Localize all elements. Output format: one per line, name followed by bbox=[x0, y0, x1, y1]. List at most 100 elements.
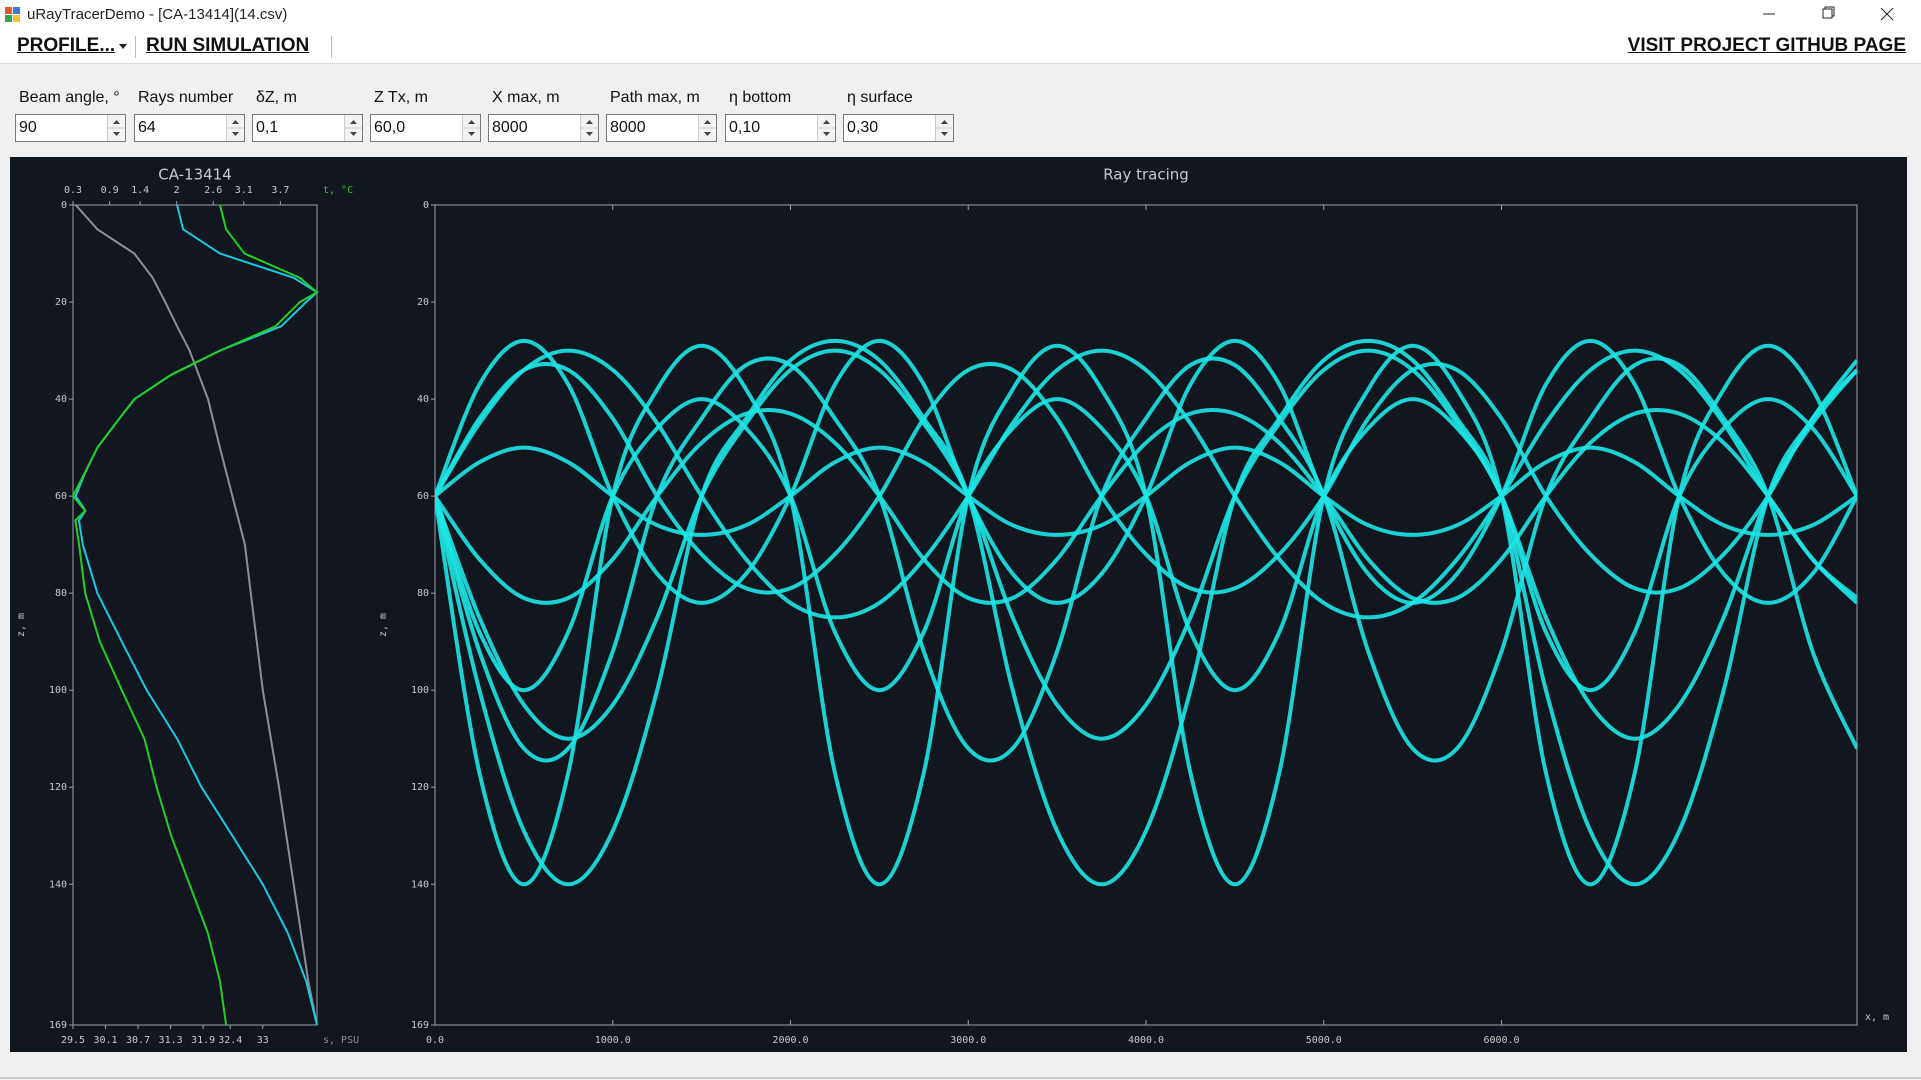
rays-group bbox=[435, 338, 1857, 887]
y-tick-label: 40 bbox=[417, 394, 429, 405]
param-input[interactable]: 8000 bbox=[488, 114, 599, 142]
y-tick-label: 80 bbox=[55, 588, 67, 599]
spin-buttons[interactable] bbox=[817, 115, 835, 141]
x-tick-label: 6000.0 bbox=[1483, 1035, 1519, 1046]
param-input[interactable]: 0,10 bbox=[725, 114, 836, 142]
x2-tick-label: 0.3 bbox=[64, 185, 82, 196]
param-value[interactable]: 90 bbox=[19, 119, 37, 136]
window-controls bbox=[1763, 6, 1894, 21]
x-tick-label: 29.5 bbox=[61, 1035, 85, 1046]
chart-title: Ray tracing bbox=[1103, 166, 1189, 184]
x-tick-label: 30.1 bbox=[93, 1035, 117, 1046]
separator bbox=[331, 36, 332, 58]
x2-axis-label: t, °C bbox=[323, 185, 353, 196]
parameters-panel: Beam angle, ° 90 Rays number 64 δZ, m 0,1 Z Tx… bbox=[0, 64, 1921, 156]
x-tick-label: 31.3 bbox=[159, 1035, 183, 1046]
github-link[interactable]: VISIT PROJECT GITHUB PAGE bbox=[1627, 35, 1906, 56]
plot-frame bbox=[72, 204, 318, 1026]
param-value[interactable]: 8000 bbox=[610, 119, 646, 136]
ray bbox=[435, 343, 1857, 887]
y-axis-label: z, m bbox=[378, 613, 389, 637]
ray bbox=[435, 445, 1857, 537]
param-input[interactable]: 0,30 bbox=[843, 114, 954, 142]
param-input[interactable]: 90 bbox=[15, 114, 126, 142]
x2-tick-label: 2.6 bbox=[204, 185, 222, 196]
param-label: Path max, m bbox=[610, 89, 700, 106]
x-tick-label: 1000.0 bbox=[595, 1035, 631, 1046]
param-value[interactable]: 8000 bbox=[492, 119, 528, 136]
run-simulation-button[interactable]: RUN SIMULATION bbox=[146, 35, 310, 56]
x2-tick-label: 0.9 bbox=[101, 185, 119, 196]
param-value[interactable]: 0,30 bbox=[847, 119, 879, 136]
param-label: Beam angle, ° bbox=[19, 89, 120, 106]
ray bbox=[435, 348, 1857, 741]
param-label: η surface bbox=[847, 89, 913, 106]
chart-title: CA-13414 bbox=[158, 166, 232, 184]
y-tick-label: 80 bbox=[417, 588, 429, 599]
separator bbox=[135, 36, 136, 58]
x-tick-label: 0.0 bbox=[426, 1035, 444, 1046]
param-input[interactable]: 60,0 bbox=[370, 114, 481, 142]
profile-menu[interactable]: PROFILE... bbox=[17, 35, 116, 56]
spin-buttons[interactable] bbox=[107, 115, 125, 141]
y-tick-label: 100 bbox=[49, 685, 67, 696]
param-value[interactable]: 60,0 bbox=[374, 119, 406, 136]
y-tick-label: 60 bbox=[417, 491, 429, 502]
x2-tick-label: 3.1 bbox=[235, 185, 253, 196]
param-input[interactable]: 0,1 bbox=[252, 114, 363, 142]
param-label: X max, m bbox=[492, 89, 560, 106]
app-icon bbox=[5, 7, 20, 22]
dropdown-arrow[interactable] bbox=[119, 44, 129, 52]
x-tick-label: 30.7 bbox=[126, 1035, 150, 1046]
title-bar: uRayTracerDemo - [CA-13414](14.csv) bbox=[0, 0, 1921, 30]
y-axis-label: z, m bbox=[16, 613, 27, 637]
ray bbox=[435, 408, 1857, 605]
plot-frame bbox=[434, 204, 1858, 1026]
x-tick-label: 4000.0 bbox=[1128, 1035, 1164, 1046]
spin-buttons[interactable] bbox=[698, 115, 716, 141]
y-tick-label: 169 bbox=[411, 1020, 429, 1031]
x-axis-label: s, PSU bbox=[323, 1035, 359, 1046]
param-input[interactable]: 8000 bbox=[606, 114, 717, 142]
spin-buttons[interactable] bbox=[580, 115, 598, 141]
param-input[interactable]: 64 bbox=[134, 114, 245, 142]
menu-bar: PROFILE... RUN SIMULATION VISIT PROJECT … bbox=[0, 30, 1921, 64]
y-tick-label: 20 bbox=[417, 297, 429, 308]
x2-tick-label: 2 bbox=[174, 185, 180, 196]
profile-line bbox=[74, 204, 318, 1026]
x-axis-label: x, m bbox=[1865, 1012, 1889, 1023]
y-tick-label: 0 bbox=[61, 200, 67, 211]
spin-buttons[interactable] bbox=[226, 115, 244, 141]
ray bbox=[435, 397, 1857, 693]
y-tick-label: 100 bbox=[411, 685, 429, 696]
y-tick-label: 60 bbox=[55, 491, 67, 502]
param-value[interactable]: 0,10 bbox=[729, 119, 761, 136]
x-tick-label: 3000.0 bbox=[950, 1035, 986, 1046]
spin-buttons[interactable] bbox=[344, 115, 362, 141]
param-label: δZ, m bbox=[256, 89, 297, 106]
y-tick-label: 120 bbox=[411, 782, 429, 793]
profile-line bbox=[74, 204, 319, 1026]
param-label: Z Tx, m bbox=[374, 89, 428, 106]
y-tick-label: 0 bbox=[423, 200, 429, 211]
y-tick-label: 40 bbox=[55, 394, 67, 405]
close-button[interactable] bbox=[1880, 7, 1894, 21]
param-label: Rays number bbox=[138, 89, 234, 106]
restore-button[interactable] bbox=[1822, 6, 1835, 19]
param-label: η bottom bbox=[729, 89, 792, 106]
ray bbox=[435, 338, 1857, 605]
y-tick-label: 169 bbox=[49, 1020, 67, 1031]
ray bbox=[435, 348, 1857, 620]
x2-tick-label: 1.4 bbox=[131, 185, 149, 196]
plot-background bbox=[10, 157, 1907, 1052]
param-value[interactable]: 64 bbox=[138, 119, 156, 136]
spin-buttons[interactable] bbox=[935, 115, 953, 141]
x-tick-label: 5000.0 bbox=[1306, 1035, 1342, 1046]
x-tick-label: 33 bbox=[257, 1035, 269, 1046]
x-tick-label: 2000.0 bbox=[772, 1035, 808, 1046]
spin-buttons[interactable] bbox=[462, 115, 480, 141]
y-tick-label: 120 bbox=[49, 782, 67, 793]
param-value[interactable]: 0,1 bbox=[256, 119, 279, 136]
x2-tick-label: 3.7 bbox=[271, 185, 289, 196]
